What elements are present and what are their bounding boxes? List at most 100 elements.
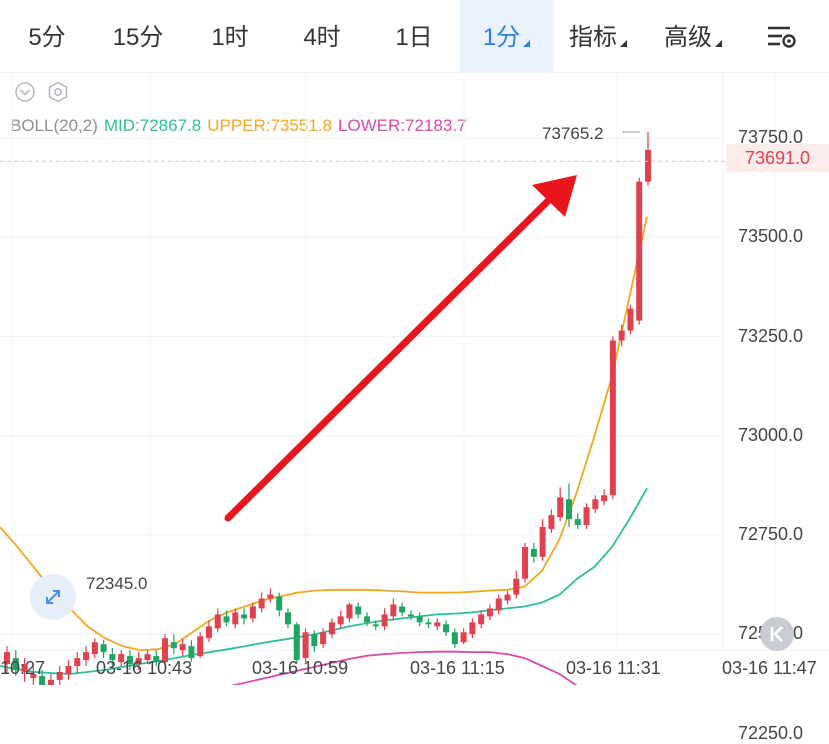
candles-group bbox=[4, 132, 651, 685]
candle-body bbox=[293, 624, 300, 661]
trend-arrow-head bbox=[532, 175, 577, 217]
tab-label: 1分 bbox=[482, 24, 521, 51]
timeframe-tab-bar: 5分 15分 1时 4时 1日 1分 指标 高级 bbox=[0, 0, 829, 73]
tab-5min[interactable]: 5分 bbox=[2, 0, 92, 72]
candle-body bbox=[469, 622, 476, 635]
tab-1min[interactable]: 1分 bbox=[460, 0, 553, 72]
candle-body bbox=[390, 604, 397, 617]
candle-body bbox=[513, 578, 520, 595]
candle-body bbox=[443, 624, 450, 633]
candle-body bbox=[574, 519, 581, 526]
candle-body bbox=[416, 616, 423, 623]
candle-body bbox=[522, 546, 529, 579]
tab-1hour[interactable]: 1时 bbox=[184, 0, 276, 72]
boll-name: BOLL(20,2) bbox=[10, 116, 98, 135]
candle-body bbox=[258, 598, 265, 609]
dropdown-triangle-icon bbox=[620, 40, 627, 47]
candle-body bbox=[267, 594, 274, 599]
candle-body bbox=[311, 634, 318, 647]
y-tick-label: 72250.0 bbox=[738, 722, 804, 743]
candle-body bbox=[170, 642, 177, 649]
y-tick-label: 72750.0 bbox=[738, 524, 804, 544]
high-price-label: 73765.2 bbox=[542, 124, 604, 143]
expand-arrows-icon[interactable] bbox=[30, 574, 76, 620]
y-tick-label: 73750.0 bbox=[738, 127, 804, 147]
candle-body bbox=[249, 606, 256, 619]
candle-body bbox=[320, 632, 327, 645]
candle-body bbox=[372, 624, 379, 627]
candle-body bbox=[486, 608, 493, 617]
hexagon-settings-icon[interactable] bbox=[46, 80, 70, 104]
x-tick-label: 10:27 bbox=[0, 658, 46, 678]
tab-4hour[interactable]: 4时 bbox=[276, 0, 368, 72]
candle-body bbox=[478, 614, 485, 625]
tab-indicators[interactable]: 指标 bbox=[553, 0, 643, 72]
candle-body bbox=[214, 614, 221, 629]
tab-label: 1日 bbox=[395, 24, 433, 51]
candle-body bbox=[302, 632, 309, 659]
candle-body bbox=[346, 604, 353, 619]
candle-body bbox=[539, 527, 546, 557]
candle-body bbox=[451, 632, 458, 645]
candle-body bbox=[601, 495, 608, 502]
candle-body bbox=[583, 507, 590, 526]
dropdown-triangle-icon bbox=[715, 40, 722, 47]
candle-body bbox=[565, 499, 572, 520]
x-tick-label: 03-16 10:59 bbox=[252, 658, 349, 678]
tab-15min[interactable]: 15分 bbox=[92, 0, 184, 72]
dropdown-triangle-icon bbox=[523, 40, 531, 47]
tab-advanced[interactable]: 高级 bbox=[643, 0, 743, 72]
tab-label: 高级 bbox=[664, 24, 712, 51]
candle-body bbox=[223, 616, 230, 623]
boll-bands bbox=[0, 216, 648, 685]
trend-arrow-shaft bbox=[224, 192, 557, 522]
boll-legend: BOLL(20,2) MID:72867.8 UPPER:73551.8 LOWER:… bbox=[10, 116, 473, 136]
candle-body bbox=[197, 636, 204, 657]
current-price-tag: 73691.0 bbox=[726, 144, 829, 172]
tab-label: 1时 bbox=[211, 24, 249, 51]
candle-body bbox=[232, 612, 239, 625]
candle-body bbox=[609, 340, 616, 496]
candle-body bbox=[592, 499, 599, 510]
candle-body bbox=[328, 622, 335, 635]
annotations bbox=[0, 130, 726, 522]
candle-body bbox=[100, 644, 107, 653]
y-tick-label: 73250.0 bbox=[738, 325, 804, 346]
candle-body bbox=[530, 548, 537, 557]
candle-body bbox=[636, 181, 643, 321]
candle-body bbox=[399, 606, 406, 613]
candle-body bbox=[179, 644, 186, 651]
tab-label: 指标 bbox=[569, 24, 617, 51]
chart-settings-icon[interactable] bbox=[760, 20, 800, 54]
x-tick-label: 03-16 11:31 bbox=[566, 658, 661, 678]
x-tick-label: 03-16 11:15 bbox=[410, 658, 505, 678]
low-price-label: 72345.0 bbox=[86, 574, 148, 593]
candle-body bbox=[495, 598, 502, 611]
candle-body bbox=[355, 606, 362, 615]
k-back-icon[interactable] bbox=[760, 617, 794, 651]
candle-body bbox=[460, 632, 467, 643]
candle-body bbox=[504, 594, 511, 601]
candle-body bbox=[205, 626, 212, 639]
candle-body bbox=[83, 652, 90, 661]
candle-body bbox=[557, 497, 564, 518]
candle-body bbox=[188, 646, 195, 659]
boll-mid-value: MID:72867.8 bbox=[103, 116, 202, 135]
x-tick-label: 03-16 10:43 bbox=[96, 658, 193, 678]
y-tick-label: 73500.0 bbox=[738, 226, 804, 247]
candle-body bbox=[645, 149, 651, 182]
candle-body bbox=[65, 666, 72, 674]
tab-label: 5分 bbox=[28, 24, 66, 51]
tab-1day[interactable]: 1日 bbox=[368, 0, 460, 72]
candle-body bbox=[407, 614, 414, 617]
candle-body bbox=[627, 308, 634, 331]
candle-body bbox=[434, 622, 441, 627]
candle-body bbox=[548, 515, 555, 530]
chevron-down-circle-icon[interactable] bbox=[13, 80, 37, 104]
candle-body bbox=[241, 614, 248, 619]
tab-label: 4时 bbox=[303, 24, 341, 51]
candle-body bbox=[618, 330, 625, 341]
boll-upper-value: UPPER:73551.8 bbox=[207, 116, 332, 135]
candle-body bbox=[91, 642, 98, 655]
candle-body bbox=[276, 596, 283, 611]
